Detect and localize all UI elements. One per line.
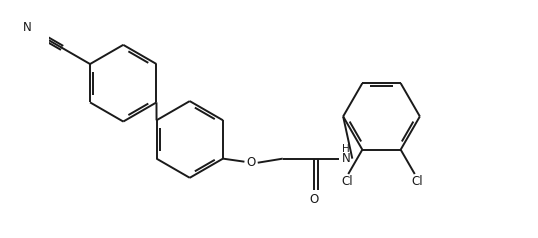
Text: N: N: [342, 152, 351, 165]
Text: N: N: [23, 21, 32, 34]
Text: Cl: Cl: [342, 175, 353, 188]
Text: H: H: [342, 144, 350, 154]
Text: Cl: Cl: [411, 175, 422, 188]
Text: O: O: [246, 156, 256, 169]
Text: O: O: [310, 193, 319, 206]
